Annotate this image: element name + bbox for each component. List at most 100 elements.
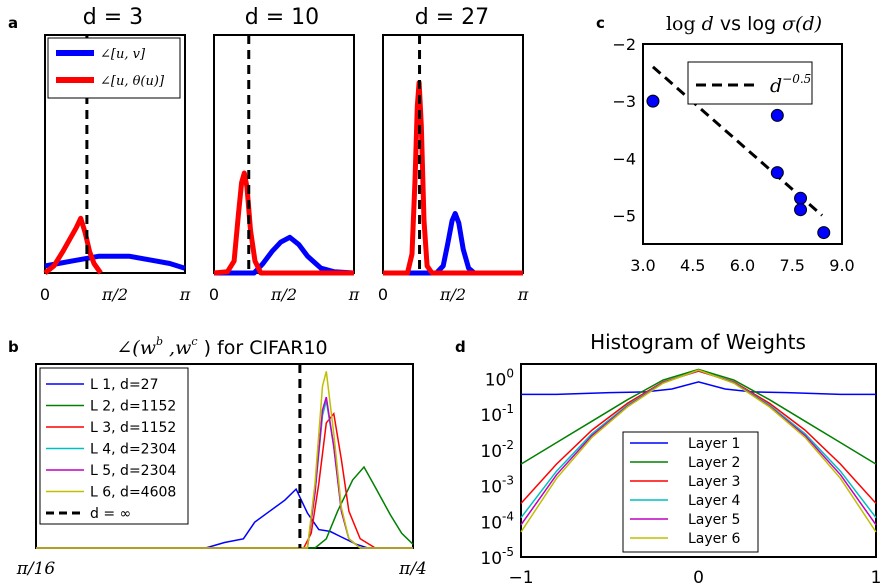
- legend-a-label-1: ∠[u, v]: [100, 47, 146, 62]
- c-point-3: [770, 166, 784, 180]
- d-ytick-base: 10: [480, 513, 502, 533]
- panel-label-a: a: [8, 14, 18, 32]
- d-ytick-exp: -4: [502, 509, 514, 523]
- title-b-end: ) for CIFAR10: [198, 337, 328, 359]
- c-point-6: [817, 226, 831, 240]
- c-ytick-2: −3: [612, 92, 636, 111]
- d-ytick-base: 10: [480, 478, 502, 498]
- legend-b-label-1: L 1, d=27: [90, 377, 159, 393]
- c-xtick-1: 3.0: [630, 256, 655, 275]
- xtick-a3-pi: π: [517, 285, 529, 304]
- a2-series-utheta: [213, 170, 354, 276]
- xtick-a1-pi2: π/2: [101, 285, 128, 304]
- title-b-pre: ∠(w: [116, 337, 156, 359]
- xtick-b-left: π/16: [16, 559, 56, 579]
- d-ytick-6: 10-5: [480, 545, 514, 569]
- d-ytick-base: 10: [485, 370, 507, 390]
- title-b-mid: ,w: [163, 337, 191, 359]
- legend-d-label-5: Layer 5: [688, 512, 740, 528]
- panel-b-plot: [36, 364, 414, 549]
- b-series-layer-2: [36, 465, 414, 549]
- legend-c: d−0.5: [687, 61, 813, 105]
- xtick-a1-pi: π: [179, 285, 191, 304]
- title-b-sup2: c: [191, 335, 197, 348]
- c-point-1: [646, 94, 660, 108]
- a3-series-uv: [383, 211, 523, 276]
- c-xtick-5: 9.0: [829, 256, 854, 275]
- legend-d-label-3: Layer 3: [688, 474, 740, 490]
- c-ytick-3: −4: [612, 149, 636, 168]
- legend-d-box: [622, 431, 759, 553]
- title-d: Histogram of Weights: [590, 330, 806, 354]
- xtick-a2-pi2: π/2: [270, 285, 297, 304]
- d-ytick-base: 10: [480, 442, 502, 462]
- b-series-layer-1: [36, 487, 413, 549]
- d-ytick-base: 10: [480, 406, 502, 426]
- legend-b-label-3: L 3, d=1152: [90, 420, 176, 436]
- legend-c-exp: −0.5: [782, 72, 811, 86]
- c-fit-line: [651, 65, 824, 217]
- legend-c-box: [687, 61, 813, 105]
- title-a-d10: d = 10: [245, 5, 319, 30]
- a1-series-utheta: [43, 215, 103, 275]
- d-ytick-exp: -1: [502, 402, 514, 416]
- legend-c-label: d−0.5: [770, 72, 811, 97]
- d-ytick-4: 10-3: [480, 474, 514, 498]
- title-c-sigma: σ(d): [782, 13, 822, 35]
- panel-a-plots: [43, 35, 523, 276]
- title-c-mid: vs log: [714, 13, 782, 35]
- legend-b: L 1, d=27 L 2, d=1152 L 3, d=1152 L 4, d=23…: [39, 367, 189, 525]
- legend-d: Layer 1 Layer 2 Layer 3 Layer 4 Layer 5 Layer…: [622, 431, 759, 553]
- panel-d-plot: [520, 368, 877, 533]
- panel-label-c: c: [596, 14, 605, 32]
- c-xtick-4: 7.5: [780, 256, 805, 275]
- legend-b-label-5: L 5, d=2304: [90, 463, 176, 479]
- title-c: log d vs log σ(d): [666, 13, 822, 35]
- legend-b-label-2: L 2, d=1152: [90, 399, 176, 415]
- legend-a-label-2: ∠[u, θ(u)]: [100, 74, 165, 89]
- d-xtick-1: −1: [508, 568, 533, 588]
- d-ytick-exp: -3: [502, 474, 514, 488]
- panel-label-b: b: [8, 338, 19, 356]
- legend-b-box: [39, 367, 189, 525]
- legend-d-label-6: Layer 6: [688, 531, 740, 547]
- c-xtick-3: 6.0: [730, 256, 755, 275]
- c-ytick-4: −5: [612, 206, 636, 225]
- panel-c-ticks: 3.0 4.5 6.0 7.5 9.0 −2 −3 −4 −5: [612, 35, 854, 275]
- d-xtick-3: 1: [871, 568, 881, 588]
- a1-series-uv: [44, 253, 186, 271]
- xtick-a3-0: 0: [378, 285, 388, 304]
- legend-d-label-4: Layer 4: [688, 493, 740, 509]
- xtick-a2-0: 0: [209, 285, 219, 304]
- legend-d-label-2: Layer 2: [688, 455, 740, 471]
- title-c-pre: log: [666, 13, 702, 35]
- legend-a: ∠[u, v] ∠[u, θ(u)]: [47, 37, 181, 99]
- xtick-a3-pi2: π/2: [439, 285, 466, 304]
- axes-d-frame: [520, 363, 877, 558]
- d-ytick-exp: -5: [502, 545, 514, 559]
- panel-label-d: d: [455, 338, 466, 356]
- c-point-4: [794, 191, 808, 205]
- title-b-sup1: b: [156, 335, 163, 348]
- d-ytick-1: 100: [485, 366, 514, 390]
- xtick-a2-pi: π: [348, 285, 360, 304]
- legend-b-label-7: d = ∞: [90, 506, 131, 522]
- c-point-5: [794, 203, 808, 217]
- legend-b-label-6: L 6, d=4608: [90, 485, 176, 501]
- axes-a1-frame: [44, 34, 186, 274]
- panel-a-xticks: 0 π/2 π 0 π/2 π 0 π/2 π: [40, 285, 529, 304]
- c-point-2: [770, 108, 784, 122]
- title-a-d3: d = 3: [83, 5, 143, 30]
- d-ytick-2: 10-1: [480, 402, 514, 426]
- legend-c-base: d: [770, 75, 782, 97]
- d-ytick-exp: 0: [506, 366, 514, 380]
- b-series-layer-6: [36, 371, 413, 549]
- legend-a-box: [47, 37, 181, 99]
- title-b: ∠(wb ,wc ) for CIFAR10: [116, 335, 327, 359]
- axes-c-frame: [642, 43, 843, 245]
- xtick-b-right: π/4: [398, 559, 427, 579]
- title-c-d: d: [702, 13, 714, 35]
- d-series-layer-1: [521, 381, 876, 396]
- c-ytick-1: −2: [612, 35, 636, 54]
